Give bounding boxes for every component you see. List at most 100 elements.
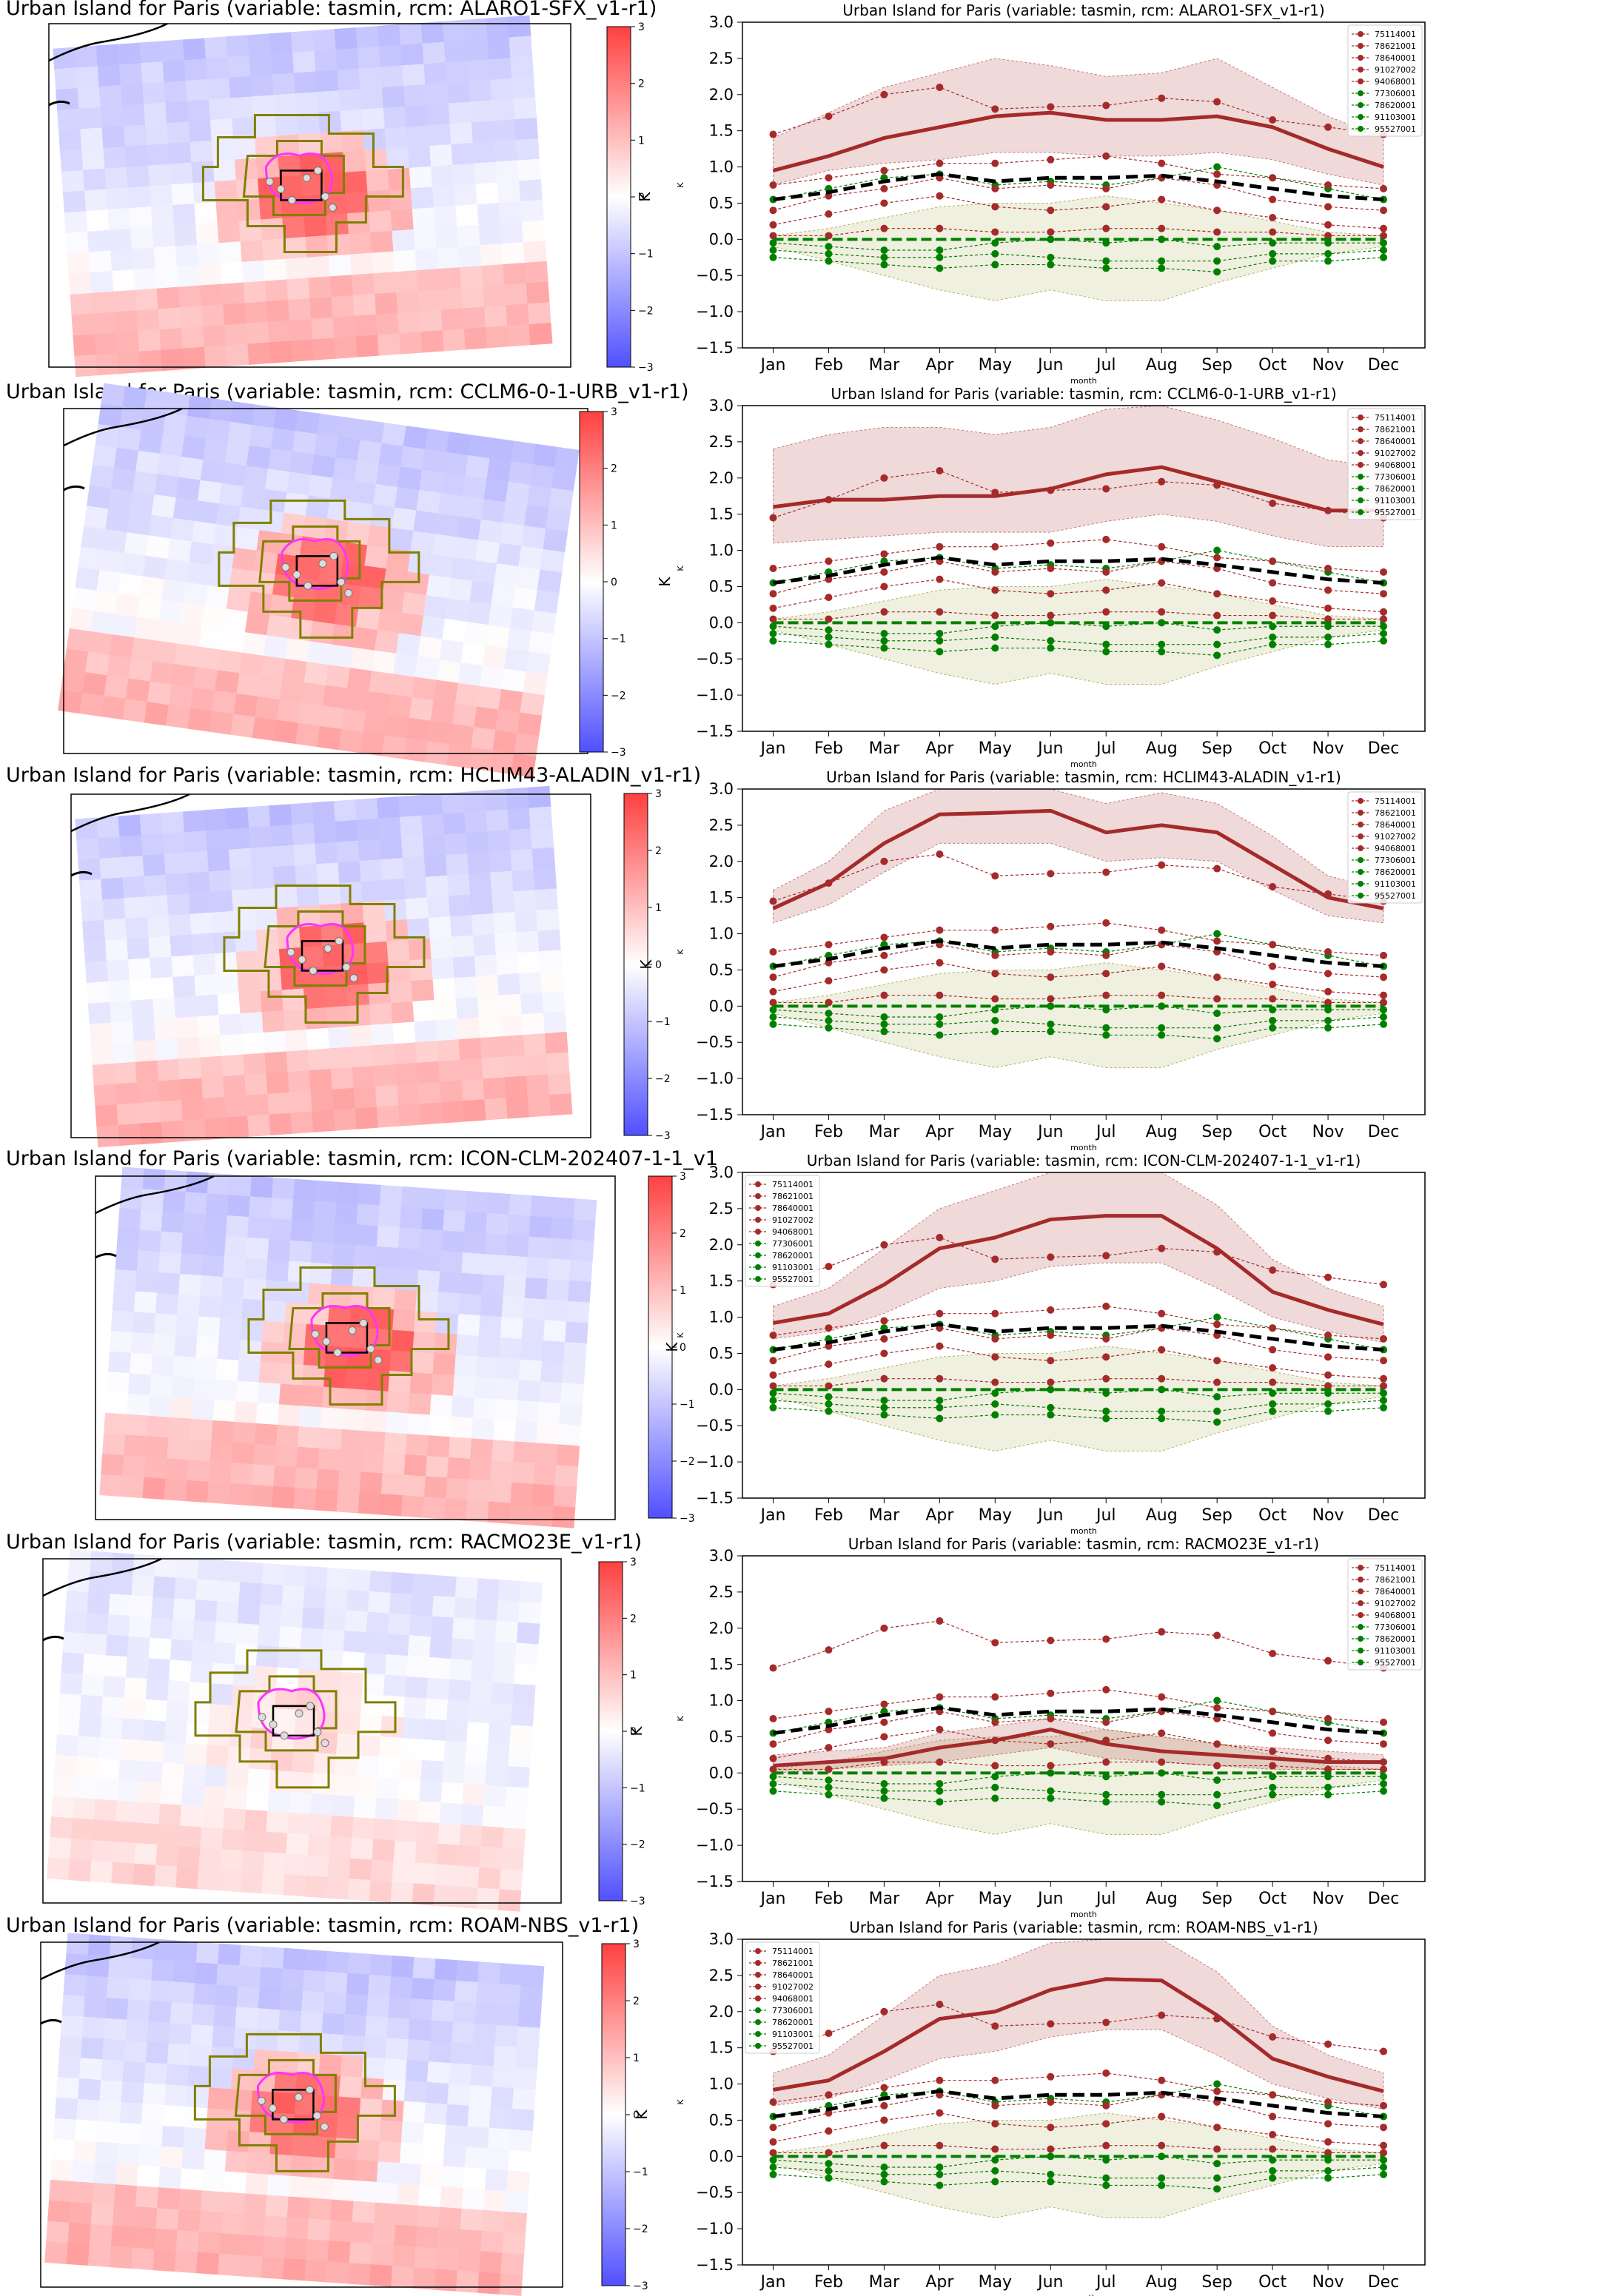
- grid-cell: [352, 293, 377, 317]
- grid-cell: [275, 885, 298, 909]
- data-point: [1324, 633, 1332, 641]
- data-point: [991, 872, 999, 880]
- colorbar-tick-label: −1: [633, 2166, 648, 2178]
- grid-cell: [192, 1619, 217, 1643]
- data-point: [1102, 622, 1110, 631]
- data-point: [1269, 2091, 1277, 2099]
- plot-frame: [742, 788, 1426, 1115]
- grid-cell: [490, 1460, 514, 1483]
- grid-cell: [66, 628, 92, 653]
- grid-cell: [92, 1063, 116, 1087]
- legend-marker: [1358, 78, 1364, 84]
- grid-cell: [112, 1041, 136, 1064]
- grid-cell: [480, 244, 504, 266]
- grid-cell: [187, 1702, 211, 1725]
- grid-cell: [413, 510, 439, 534]
- grid-cell: [305, 235, 329, 258]
- grid-cell: [222, 2192, 246, 2215]
- grid-cell: [537, 1401, 561, 1425]
- grid-cell: [220, 629, 246, 654]
- grid-cell: [172, 1355, 196, 1379]
- colorbar-tick-label: 1: [655, 902, 662, 914]
- grid-cell: [394, 2224, 417, 2248]
- grid-cell: [135, 1060, 159, 1084]
- data-point: [936, 264, 944, 272]
- data-point: [1047, 619, 1055, 627]
- grid-cell: [58, 1693, 82, 1716]
- grid-cell: [458, 1038, 483, 1061]
- grid-cell: [270, 824, 294, 847]
- data-point: [1269, 1407, 1277, 1415]
- grid-cell: [382, 878, 406, 902]
- grid-cell: [570, 1239, 594, 1262]
- grid-cell: [269, 1770, 292, 1793]
- legend-marker: [1358, 1659, 1364, 1665]
- grid-cell: [457, 2249, 481, 2272]
- data-point: [1324, 604, 1332, 612]
- grid-cell: [151, 494, 177, 519]
- grid-cell: [155, 266, 179, 289]
- grid-cell: [118, 1123, 142, 1147]
- grid-cell: [506, 1235, 530, 1258]
- grid-cell: [389, 981, 413, 1004]
- grid-cell: [358, 1492, 382, 1515]
- grid-cell: [221, 282, 246, 305]
- colorbar: [598, 1561, 623, 1901]
- x-tick-label: Feb: [814, 739, 843, 758]
- data-point: [1213, 2087, 1221, 2095]
- grid-cell: [446, 853, 469, 876]
- data-point: [769, 590, 777, 598]
- x-tick-label: Sep: [1201, 356, 1232, 375]
- grid-cell: [523, 241, 547, 263]
- model-mean-line: [772, 110, 1384, 172]
- grid-cell: [179, 306, 204, 329]
- grid-cell: [307, 1283, 332, 1306]
- data-point: [1324, 1773, 1332, 1781]
- grid-cell: [211, 1662, 235, 1685]
- grid-cell: [216, 1964, 240, 1987]
- grid-cell: [317, 90, 341, 113]
- grid-cell: [174, 996, 198, 1018]
- grid-cell: [145, 1436, 170, 1459]
- grid-cell: [61, 1652, 85, 1675]
- grid-cell: [486, 326, 509, 349]
- grid-cell: [275, 906, 300, 930]
- grid-cell: [396, 1799, 420, 1822]
- grid-cell: [266, 1810, 289, 1834]
- grid-cell: [301, 1364, 326, 1388]
- map-title: Urban Island for Paris (variable: tasmin…: [6, 1914, 639, 1937]
- grid-cell: [481, 1056, 506, 1080]
- data-point: [991, 2166, 999, 2175]
- grid-cell: [175, 477, 201, 501]
- plot-frame: [742, 21, 1426, 349]
- grid-cell: [133, 1291, 158, 1314]
- data-point: [825, 615, 833, 623]
- grid-cell: [194, 1962, 218, 1985]
- data-point: [1158, 1798, 1166, 1806]
- grid-cell: [375, 312, 400, 335]
- grid-cell: [274, 2071, 298, 2095]
- grid-cell: [204, 345, 228, 368]
- rural-ring-outline: [223, 884, 426, 1024]
- grid-cell: [104, 918, 127, 941]
- grid-cell: [443, 1209, 466, 1233]
- data-point: [1102, 1414, 1110, 1423]
- grid-cell: [416, 489, 441, 514]
- grid-cell: [333, 1774, 357, 1797]
- grid-cell: [252, 404, 278, 429]
- grid-cell: [299, 925, 323, 948]
- data-point: [769, 253, 777, 261]
- grid-cell: [162, 1742, 187, 1765]
- data-point: [769, 181, 777, 189]
- data-point: [1269, 2131, 1277, 2138]
- grid-cell: [247, 1114, 271, 1137]
- grid-cell: [429, 1637, 453, 1659]
- data-point: [1213, 651, 1221, 659]
- grid-cell: [337, 2096, 361, 2120]
- grid-cell: [335, 819, 359, 843]
- grid-cell: [503, 1055, 527, 1078]
- data-point: [991, 1693, 999, 1701]
- grid-cell: [292, 1750, 315, 1773]
- station-marker: [313, 1728, 322, 1736]
- grid-cell: [125, 2019, 150, 2043]
